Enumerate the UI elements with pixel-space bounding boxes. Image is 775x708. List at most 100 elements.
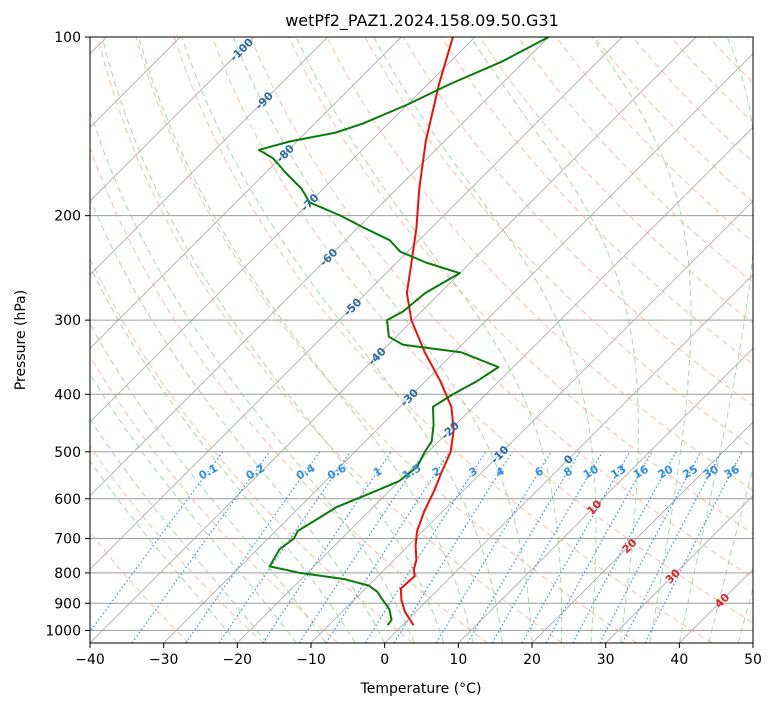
x-tick-label: −10 [296, 652, 326, 668]
isotherm-label: 10 [584, 497, 604, 517]
mixing-ratio-label: 0.1 [197, 462, 220, 483]
y-tick-label: 1000 [45, 623, 81, 639]
moist-adiabat-line [90, 460, 238, 643]
dry-adiabat-line [173, 37, 712, 643]
mixing-ratio-label: 36 [722, 462, 742, 481]
x-tick-label: −40 [75, 652, 105, 668]
y-tick-label: 800 [54, 566, 81, 582]
dry-adiabat-line [746, 37, 753, 44]
x-axis-title: Temperature (°C) [360, 681, 482, 697]
isotherm-label: -60 [317, 246, 340, 269]
dry-adiabat-line [402, 37, 753, 407]
isotherm-line [90, 37, 402, 349]
mixing-ratio-label: 30 [701, 462, 721, 481]
y-tick-label: 100 [54, 30, 81, 46]
axis-ticks: −40 −30 −20 −10 0 10 20 30 40 5010009008007006005… [45, 30, 762, 668]
mixing-ratio-line [218, 451, 351, 643]
isotherm-label: 0 [561, 452, 576, 467]
dewpoint-profile [257, 37, 550, 626]
plot-area [90, 37, 753, 643]
temperature-profile [399, 37, 455, 626]
mixing-ratio-lines [90, 451, 743, 643]
mixing-ratio-line [325, 451, 451, 643]
moist-adiabat-line [90, 196, 386, 643]
moist-adiabat-line [90, 322, 327, 643]
x-tick-label: 30 [597, 652, 615, 668]
mixing-ratio-line [466, 451, 581, 643]
y-tick-label: 200 [54, 209, 81, 225]
moist-adiabat-line [737, 586, 753, 643]
mixing-ratio-line [131, 451, 271, 643]
dry-adiabat-line [593, 37, 753, 203]
dry-adiabat-line [670, 37, 753, 124]
mixing-ratio-label: 0.6 [325, 461, 349, 482]
x-tick-label: −20 [223, 652, 253, 668]
y-tick-label: 300 [54, 313, 81, 329]
y-tick-label: 500 [54, 445, 81, 461]
mixing-ratio-label: 1.5 [400, 462, 423, 483]
dry-adiabats [90, 37, 753, 643]
moist-adiabat-line [90, 265, 356, 643]
dry-adiabat-line [97, 37, 563, 643]
sounding-profiles [257, 37, 550, 626]
isotherm-line [90, 37, 328, 276]
y-tick-label: 700 [54, 532, 81, 548]
isotherm-label: -10 [488, 443, 511, 466]
adiabat-labels: 0.1 0.2 0.4 0.6 1 1.5 2 3 4 6 8 10 13 16 20 25 30 36-100-… [197, 35, 743, 610]
moist-adiabat-line [295, 37, 563, 643]
moist-adiabat-line [678, 37, 753, 643]
isotherm-line [605, 495, 753, 643]
mixing-ratio-line [435, 451, 552, 643]
mixing-ratio-label: 0.4 [294, 461, 318, 482]
y-tick-label: 900 [54, 596, 81, 612]
isotherm-label: -20 [439, 419, 462, 442]
x-tick-label: 40 [670, 652, 688, 668]
isotherm-line [90, 37, 623, 570]
mixing-ratio-label: 1 [371, 464, 384, 479]
moist-adiabat-line [90, 109, 415, 643]
isotherm-label: 30 [663, 566, 683, 586]
moist-adiabat-line [591, 37, 692, 643]
mixing-ratio-label: 8 [561, 464, 574, 479]
dry-adiabat-line [250, 37, 753, 579]
x-tick-label: −30 [149, 652, 179, 668]
mixing-ratio-line [298, 451, 426, 643]
mixing-ratio-line [572, 451, 677, 643]
dry-adiabat-line [517, 37, 753, 283]
isotherm-line [384, 274, 753, 643]
isotherm-line [90, 37, 255, 202]
mixing-ratio-line [521, 451, 631, 643]
isotherm-label: -70 [298, 191, 321, 214]
mixing-ratio-label: 16 [631, 462, 651, 481]
moist-adiabat-line [708, 466, 753, 643]
mixing-ratio-label: 0.2 [244, 462, 267, 483]
isobar-gridlines [90, 37, 753, 631]
dry-adiabat-line [90, 355, 339, 643]
y-axis-title: Pressure (hPa) [13, 290, 29, 390]
x-tick-label: 50 [744, 652, 762, 668]
isotherm-line [310, 200, 753, 643]
isotherm-gridlines [90, 37, 753, 643]
isotherm-label: -30 [398, 386, 421, 409]
mixing-ratio-line [90, 451, 224, 633]
mixing-ratio-label: 13 [609, 463, 629, 482]
isotherm-line [752, 642, 753, 643]
mixing-ratio-line [185, 451, 321, 643]
moist-adiabat-line [90, 418, 268, 643]
mixing-ratio-label: 25 [680, 463, 700, 482]
dry-adiabat-line [440, 37, 753, 365]
isotherm-label: -50 [341, 295, 364, 318]
moist-adiabat-line [138, 37, 474, 643]
mixing-ratio-label: 6 [533, 464, 546, 479]
mixing-ratio-label: 20 [655, 462, 675, 481]
x-tick-label: 0 [380, 652, 389, 668]
moist-adiabat-line [90, 373, 297, 643]
dry-adiabat-line [708, 37, 753, 84]
isotherm-label: -90 [253, 89, 276, 112]
moist-adiabat-line [232, 37, 533, 643]
mixing-ratio-label: 4 [493, 464, 506, 479]
moist-adiabat-line [101, 37, 445, 643]
plot-frame [89, 36, 754, 644]
mixing-ratio-line [599, 451, 702, 643]
isotherm-line [90, 37, 476, 423]
